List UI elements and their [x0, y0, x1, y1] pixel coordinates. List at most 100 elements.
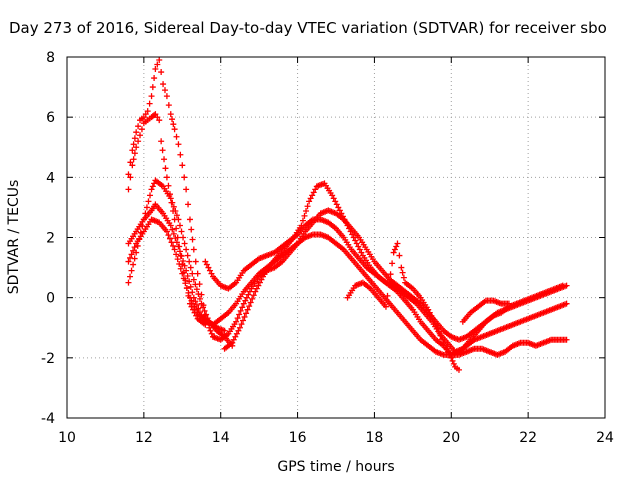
data-point: [158, 138, 165, 145]
data-point: [130, 261, 137, 268]
data-point: [184, 273, 191, 280]
data-point: [179, 162, 186, 169]
data-point: [127, 273, 134, 280]
data-point: [235, 327, 242, 334]
data-point: [152, 111, 159, 118]
data-point: [190, 300, 197, 307]
data-point: [250, 292, 257, 299]
data-point: [563, 300, 570, 307]
data-point: [145, 198, 152, 205]
data-point: [159, 147, 166, 154]
data-point: [350, 234, 357, 241]
data-point: [346, 225, 353, 232]
data-point: [128, 251, 135, 258]
data-point: [182, 280, 189, 287]
data-point: [171, 246, 178, 253]
data-point: [445, 348, 452, 355]
data-point: [190, 276, 197, 283]
data-point: [176, 260, 183, 267]
data-point: [127, 159, 134, 166]
data-point: [180, 275, 187, 282]
data-point: [180, 234, 187, 241]
data-point: [336, 207, 343, 214]
data-point: [239, 304, 246, 311]
x-tick-label: 12: [135, 430, 153, 446]
data-point: [437, 332, 444, 339]
data-point: [135, 138, 142, 145]
data-point: [161, 87, 168, 94]
data-point: [131, 135, 138, 142]
data-point: [163, 93, 170, 100]
data-point: [245, 291, 252, 298]
data-point: [232, 333, 239, 340]
data-point: [391, 246, 398, 253]
data-points: [125, 57, 570, 373]
data-point: [125, 186, 132, 193]
x-tick-label: 14: [212, 430, 230, 446]
data-point: [193, 286, 200, 293]
data-point: [173, 212, 180, 219]
data-point: [353, 240, 360, 247]
data-point: [431, 318, 438, 325]
data-point: [142, 111, 149, 118]
data-point: [149, 183, 156, 190]
data-point: [443, 345, 450, 352]
data-point: [256, 279, 263, 286]
data-point: [442, 342, 449, 349]
x-tick-label: 20: [442, 430, 460, 446]
data-point: [156, 57, 163, 64]
data-point: [301, 212, 308, 219]
data-point: [192, 258, 199, 265]
data-point: [258, 276, 265, 283]
data-point: [165, 102, 172, 109]
data-point: [167, 195, 174, 202]
data-point: [439, 336, 446, 343]
data-point: [298, 222, 305, 229]
data-point: [200, 304, 207, 311]
data-point: [137, 132, 144, 139]
data-point: [428, 312, 435, 319]
data-point: [181, 240, 188, 247]
data-point: [203, 261, 210, 268]
data-point: [128, 267, 135, 274]
data-point: [304, 203, 311, 210]
data-point: [160, 81, 167, 88]
data-point: [241, 313, 248, 320]
data-point: [352, 237, 359, 244]
data-point: [178, 228, 185, 235]
data-point: [432, 321, 439, 328]
data-point: [193, 306, 200, 313]
data-point: [167, 111, 174, 118]
data-point: [148, 186, 155, 193]
data-point: [396, 252, 403, 259]
data-point: [140, 114, 147, 121]
data-point: [240, 317, 247, 324]
data-point: [335, 204, 342, 211]
data-point: [384, 292, 391, 299]
data-point: [185, 201, 192, 208]
data-point: [198, 300, 205, 307]
plot-frame: [66, 56, 606, 419]
series-9: [344, 240, 462, 373]
data-point: [310, 189, 317, 196]
data-point: [425, 306, 432, 313]
data-point: [131, 244, 138, 251]
x-tick-label: 18: [366, 430, 384, 446]
series-8: [221, 180, 566, 355]
data-point: [188, 226, 195, 233]
data-point: [170, 230, 177, 237]
data-point: [429, 315, 436, 322]
data-point: [201, 307, 208, 314]
data-point: [455, 366, 462, 373]
data-point: [173, 225, 180, 232]
data-point: [186, 294, 193, 301]
data-point: [505, 300, 512, 307]
data-point: [341, 216, 348, 223]
data-point: [559, 282, 566, 289]
data-point: [339, 213, 346, 220]
data-point: [170, 242, 177, 249]
data-point: [167, 222, 174, 229]
data-point: [208, 330, 215, 337]
